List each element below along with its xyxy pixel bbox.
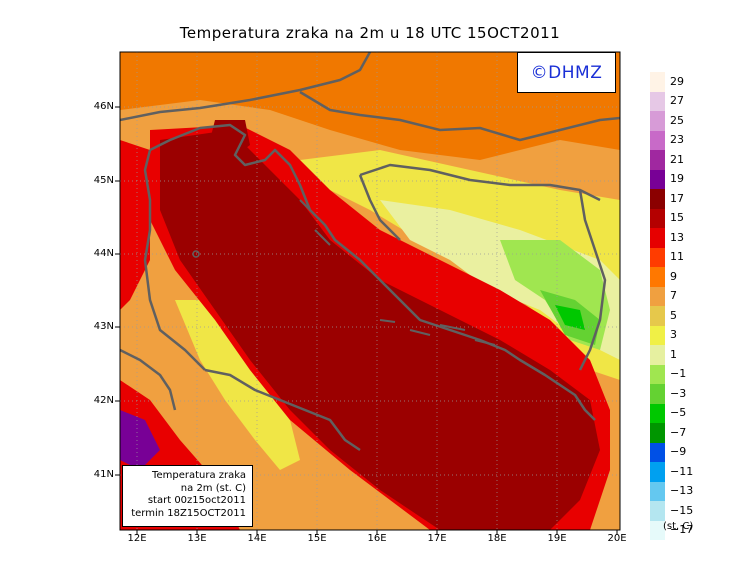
legend-swatch	[650, 325, 665, 345]
legend-label: −11	[670, 464, 694, 478]
legend-swatch	[650, 91, 665, 111]
legend-label: 21	[670, 152, 684, 166]
legend-swatch	[650, 208, 665, 228]
legend-swatch	[650, 189, 665, 209]
legend-swatch	[650, 228, 665, 248]
legend-label: 1	[670, 347, 677, 361]
map-frame	[119, 51, 621, 531]
legend-label: 29	[670, 74, 684, 88]
lat-lon-grid	[120, 52, 620, 530]
lon-tick-15e: 15E	[307, 533, 327, 544]
color-legend: 29 27 25 23 21 19 17 15 13 11 9 7 5 3 1 −1 −3 −5 −7 −9 −11 −1…	[650, 72, 710, 540]
info-box: Temperatura zraka na 2m (st. C) start 00…	[122, 465, 253, 527]
lon-tick-12e: 12E	[127, 533, 147, 544]
lat-tick-43n: 43N	[93, 321, 114, 332]
legend-unit: (st. C)	[663, 521, 694, 532]
legend-swatch	[650, 384, 665, 404]
dhmz-logo: ©DHMZ	[517, 52, 616, 93]
interior-yellow	[300, 150, 620, 380]
legend-label: −3	[670, 386, 687, 400]
legend-label: 7	[670, 289, 677, 303]
legend-label: −13	[670, 484, 694, 498]
legend-label: 5	[670, 308, 677, 322]
legend-label: −17	[670, 523, 694, 537]
lon-tick-16e: 16E	[367, 533, 387, 544]
lat-tick-45n: 45N	[93, 175, 114, 186]
italy-coast	[120, 140, 150, 310]
legend-label: 23	[670, 133, 684, 147]
map-title: Temperatura zraka na 2m u 18 UTC 15OCT20…	[179, 24, 561, 42]
legend-swatch	[650, 111, 665, 131]
legend-label: 13	[670, 230, 684, 244]
islands	[299, 199, 496, 346]
legend-swatch	[650, 501, 665, 521]
legend-swatch	[650, 520, 665, 540]
lat-tick-44n: 44N	[93, 248, 114, 259]
legend-swatch	[650, 286, 665, 306]
legend-label: 27	[670, 94, 684, 108]
legend-label: 3	[670, 328, 677, 342]
legend-label: 17	[670, 191, 684, 205]
legend-label: −7	[670, 425, 687, 439]
legend-swatch	[650, 345, 665, 365]
axis-ticks	[115, 106, 618, 535]
legend-label: 9	[670, 269, 677, 283]
lon-tick-18e: 18E	[487, 533, 507, 544]
lon-tick-13e: 13E	[187, 533, 207, 544]
lat-tick-41n: 41N	[93, 469, 114, 480]
legend-swatch	[650, 169, 665, 189]
lon-tick-17e: 17E	[427, 533, 447, 544]
legend-swatch	[650, 481, 665, 501]
info-line-3: start 00z15oct2011	[147, 495, 246, 506]
legend-label: −1	[670, 367, 687, 381]
info-line-2: na 2m (st. C)	[180, 482, 246, 494]
legend-label: 15	[670, 211, 684, 225]
legend-swatch	[650, 72, 665, 92]
purple-area	[120, 410, 160, 470]
legend-swatch	[650, 364, 665, 384]
coastlines	[120, 52, 620, 452]
info-line-1: Temperatura zraka	[152, 470, 246, 481]
lat-tick-42n: 42N	[93, 395, 114, 406]
legend-label: −15	[670, 503, 694, 517]
legend-swatch	[650, 267, 665, 287]
legend-swatch	[650, 130, 665, 150]
city-marker	[192, 250, 200, 258]
legend-swatch	[650, 150, 665, 170]
legend-label: 19	[670, 172, 684, 186]
interior-deep-green	[555, 305, 585, 330]
legend-label: 11	[670, 250, 684, 264]
istria	[210, 120, 250, 160]
legend-swatch	[650, 442, 665, 462]
legend-swatch	[650, 462, 665, 482]
legend-label: −5	[670, 406, 687, 420]
legend-label: −9	[670, 445, 687, 459]
lat-tick-46n: 46N	[93, 101, 114, 112]
adriatic-sea	[160, 130, 600, 530]
legend-swatch	[650, 247, 665, 267]
italy-yellow	[175, 300, 300, 470]
lon-tick-14e: 14E	[247, 533, 267, 544]
lon-tick-19e: 19E	[547, 533, 567, 544]
legend-label: 25	[670, 113, 684, 127]
legend-swatch	[650, 403, 665, 423]
info-line-4: termin 18Z15OCT2011	[131, 507, 246, 519]
lon-tick-20e: 20E	[607, 533, 627, 544]
legend-swatch	[650, 306, 665, 326]
legend-swatch	[650, 423, 665, 443]
